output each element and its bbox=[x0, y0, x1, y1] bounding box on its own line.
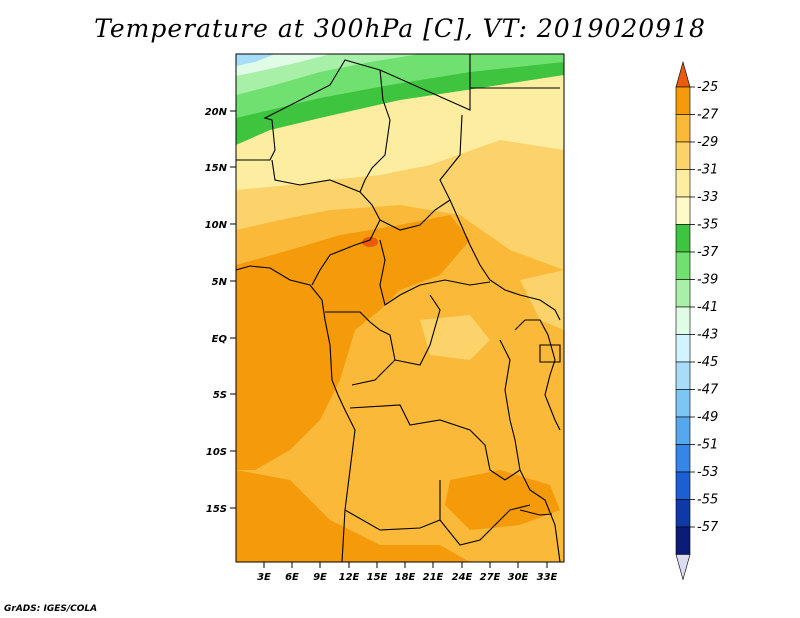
colorbar-label: -29 bbox=[697, 135, 718, 150]
colorbar-swatch bbox=[675, 416, 691, 445]
colorbar-swatch bbox=[675, 499, 691, 528]
lon-tick-label: 27E bbox=[480, 572, 501, 583]
colorbar-label: -47 bbox=[697, 383, 719, 398]
map-frame bbox=[235, 53, 565, 563]
colorbar-swatch bbox=[675, 334, 691, 363]
lon-tick-label: 15E bbox=[367, 572, 388, 583]
colorbar-swatch bbox=[675, 361, 691, 390]
colorbar-label: -33 bbox=[697, 190, 718, 205]
colorbar-swatch bbox=[675, 251, 691, 280]
colorbar-swatch bbox=[675, 389, 691, 418]
lat-tick-label: 10N bbox=[205, 220, 228, 231]
temperature-field bbox=[236, 54, 564, 562]
colorbar-swatch bbox=[675, 114, 691, 143]
lon-tick-label: 12E bbox=[339, 572, 360, 583]
colorbar-label: -39 bbox=[697, 273, 718, 288]
coastline-borders bbox=[236, 54, 561, 562]
colorbar-label: -25 bbox=[697, 80, 718, 95]
colorbar-label: -53 bbox=[697, 465, 718, 480]
colorbar-swatch bbox=[675, 196, 691, 225]
colorbar-swatch bbox=[675, 471, 691, 500]
colorbar-bottom-arrow bbox=[675, 554, 691, 581]
lat-tick-label: 20N bbox=[205, 107, 228, 118]
lat-tick-label: EQ bbox=[212, 334, 228, 345]
lat-tick-label: 15N bbox=[205, 163, 228, 174]
lon-tick-label: 6E bbox=[285, 572, 299, 583]
lon-tick-label: 18E bbox=[395, 572, 416, 583]
colorbar-top-arrow bbox=[675, 60, 691, 88]
colorbar-swatch bbox=[675, 141, 691, 170]
colorbar-swatch bbox=[675, 86, 691, 115]
colorbar-label: -49 bbox=[697, 410, 718, 425]
lat-axis bbox=[230, 110, 236, 509]
colorbar-label: -31 bbox=[697, 163, 718, 178]
colorbar-swatch bbox=[675, 279, 691, 308]
credit-text: GrADS: IGES/COLA bbox=[4, 604, 98, 614]
colorbar-swatch bbox=[675, 444, 691, 473]
colorbar-label: -57 bbox=[697, 520, 719, 535]
colorbar-swatch bbox=[675, 526, 691, 555]
lat-tick-label: 5S bbox=[213, 390, 227, 401]
lon-tick-label: 3E bbox=[257, 572, 271, 583]
colorbar-label: -35 bbox=[697, 218, 718, 233]
colorbar-label: -27 bbox=[697, 108, 719, 123]
colorbar-label: -51 bbox=[697, 438, 718, 453]
lon-tick-label: 33E bbox=[537, 572, 558, 583]
colorbar-label: -45 bbox=[697, 355, 718, 370]
colorbar-label: -41 bbox=[697, 300, 718, 315]
lon-axis bbox=[263, 562, 548, 568]
lon-tick-label: 21E bbox=[423, 572, 444, 583]
colorbar-swatch bbox=[675, 306, 691, 335]
lon-tick-label: 30E bbox=[508, 572, 529, 583]
lat-tick-label: 15S bbox=[206, 504, 227, 515]
colorbar-swatch bbox=[675, 224, 691, 253]
colorbar-label: -37 bbox=[697, 245, 719, 260]
colorbar-swatch bbox=[675, 169, 691, 198]
colorbar-label: -55 bbox=[697, 493, 718, 508]
lat-tick-label: 5N bbox=[212, 277, 228, 288]
lat-tick-label: 10S bbox=[206, 447, 227, 458]
colorbar-label: -43 bbox=[697, 328, 718, 343]
lon-tick-label: 9E bbox=[313, 572, 327, 583]
colorbar: -25 -27 -29 -31 -33 -35 -37 -39 -41 -43 -45 -47 -49 -… bbox=[675, 60, 719, 581]
lon-tick-label: 24E bbox=[452, 572, 473, 583]
map-title: Temperature at 300hPa [C], VT: 201902091… bbox=[94, 14, 706, 43]
